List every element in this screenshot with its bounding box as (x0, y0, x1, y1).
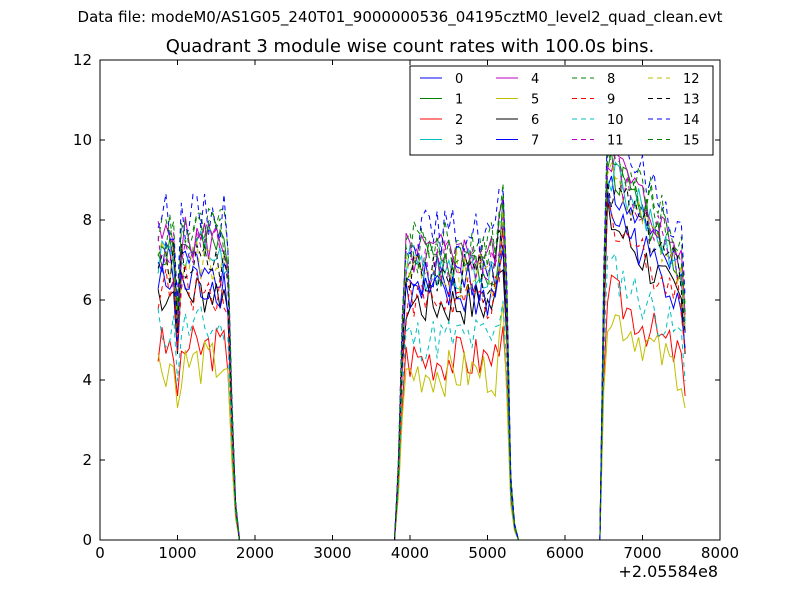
x-tick-label: 4000 (391, 544, 429, 562)
x-tick-label: 0 (95, 544, 105, 562)
x-tick-label: 2000 (236, 544, 274, 562)
figure-suptitle: Data file: modeM0/AS1G05_240T01_90000005… (77, 8, 723, 26)
y-tick-label: 12 (73, 51, 92, 69)
y-tick-label: 8 (82, 211, 92, 229)
legend-label-12: 12 (683, 72, 700, 87)
series-line-11 (157, 151, 686, 541)
legend-label-1: 1 (455, 93, 463, 108)
series-line-14 (157, 121, 686, 541)
legend-label-6: 6 (531, 113, 539, 128)
series-line-13 (157, 181, 686, 541)
x-tick-label: 3000 (313, 544, 351, 562)
x-axis-offset-label: +2.05584e8 (618, 562, 718, 581)
x-tick-label: 6000 (546, 544, 584, 562)
series-line-2 (157, 274, 686, 541)
legend-box (409, 65, 714, 156)
x-tick-label: 5000 (468, 544, 506, 562)
legend-label-8: 8 (607, 72, 615, 87)
x-tick-label: 7000 (623, 544, 661, 562)
y-tick-label: 0 (82, 531, 92, 549)
axes-layer: 0 1000 2000 3000 4000 5000 6000 7000 80000246810… (73, 51, 739, 562)
legend-label-14: 14 (683, 113, 700, 128)
series-line-7 (157, 190, 686, 541)
y-tick-label: 2 (82, 451, 92, 469)
legend-label-0: 0 (455, 72, 463, 87)
x-tick-label: 1000 (158, 544, 196, 562)
y-tick-label: 4 (82, 371, 92, 389)
legend-label-9: 9 (607, 93, 615, 108)
legend-label-15: 15 (683, 134, 700, 149)
chart-title: Quadrant 3 module wise count rates with … (165, 36, 655, 57)
legend-label-11: 11 (607, 134, 624, 149)
series-layer (157, 120, 686, 541)
series-line-8 (157, 120, 686, 541)
y-tick-label: 10 (73, 131, 92, 149)
legend-label-5: 5 (531, 93, 539, 108)
series-line-10 (157, 252, 686, 541)
legend-label-2: 2 (455, 113, 463, 128)
legend-label-13: 13 (683, 93, 700, 108)
series-line-0 (157, 175, 686, 541)
y-tick-label: 6 (82, 291, 92, 309)
series-line-15 (157, 151, 686, 541)
legend-label-4: 4 (531, 72, 539, 87)
legend-label-7: 7 (531, 134, 539, 149)
legend-label-3: 3 (455, 134, 463, 149)
x-tick-label: 8000 (701, 544, 739, 562)
series-line-5 (157, 303, 686, 541)
series-line-9 (157, 201, 686, 541)
legend-label-10: 10 (607, 113, 624, 128)
